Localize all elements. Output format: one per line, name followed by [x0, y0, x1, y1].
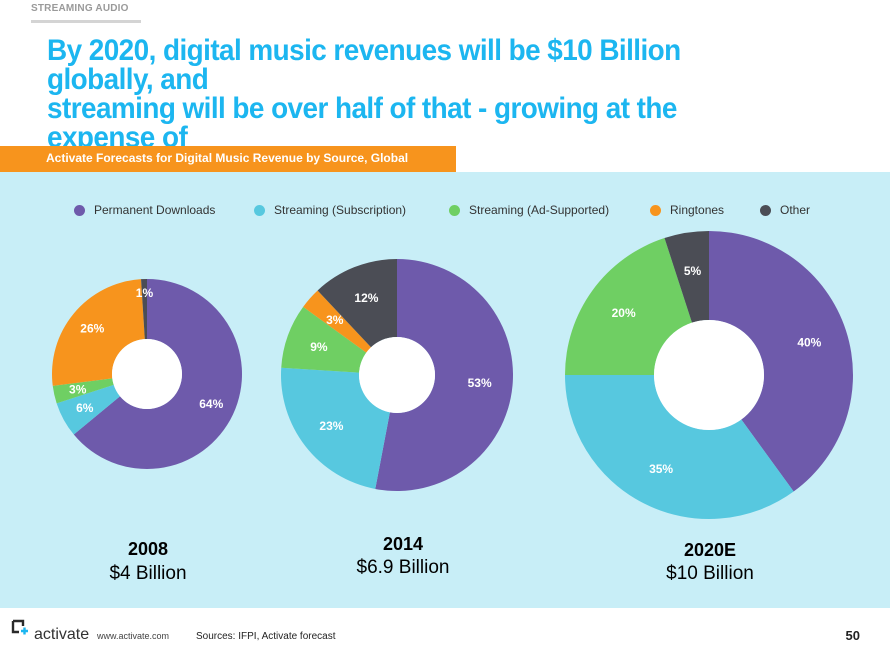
slice-label-2008-permanent-downloads: 64% — [199, 397, 223, 411]
legend-item-other: Other — [760, 201, 810, 219]
legend-item-ringtones: Ringtones — [650, 201, 724, 219]
year-label-2020e: 2020E — [683, 540, 737, 560]
legend-swatch — [449, 204, 460, 216]
logo-text: activate — [34, 626, 90, 643]
legend-item-streaming-subscription: Streaming (Subscription) — [254, 201, 406, 219]
footer-url[interactable]: www.activate.com — [97, 631, 170, 641]
total-label-2020e: $10 Billion — [666, 563, 754, 584]
legend-item-streaming-ad-supported: Streaming (Ad-Supported) — [449, 201, 609, 219]
slice-2008-ringtones — [52, 279, 145, 386]
chart-legend: Permanent Downloads Streaming (Subscript… — [0, 201, 890, 219]
slice-label-2008-streaming-ad-supported: 3% — [69, 382, 87, 396]
donut-hole-2008 — [112, 339, 182, 409]
total-label-2008: $4 Billion — [109, 563, 187, 584]
headline-line-1: By 2020, digital music revenues will be … — [47, 34, 681, 96]
slice-label-2020e-streaming-ad-supported: 20% — [612, 306, 636, 320]
donut-hole-2014 — [359, 337, 435, 413]
slice-2014-streaming-subscription — [281, 367, 390, 489]
slice-label-2014-streaming-ad-supported: 9% — [310, 340, 328, 354]
total-label-2014: $6.9 Billion — [356, 557, 450, 578]
slice-2008-streaming-ad-supported — [52, 378, 114, 404]
slice-2020e-permanent-downloads — [709, 231, 853, 492]
legend-swatch — [254, 204, 265, 216]
year-label-2014: 2014 — [382, 534, 424, 554]
legend-label: Other — [780, 203, 811, 217]
slice-label-2008-ringtones: 26% — [80, 322, 104, 336]
slice-label-2020e-permanent-downloads: 40% — [797, 335, 821, 349]
year-label-2008: 2008 — [127, 539, 169, 559]
slice-2020e-other — [664, 231, 709, 323]
slice-label-2014-other: 12% — [354, 291, 378, 305]
chart-title-bar: Activate Forecasts for Digital Music Rev… — [0, 146, 456, 172]
page-number: 50 — [845, 628, 860, 643]
activate-logo-icon — [11, 619, 28, 635]
slice-2008-streaming-subscription — [56, 384, 121, 435]
footer-sources: Sources: IFPI, Activate forecast — [196, 631, 336, 642]
slice-label-2020e-other: 5% — [684, 264, 702, 278]
slice-label-2014-permanent-downloads: 53% — [468, 376, 492, 390]
slice-label-2008-streaming-subscription: 6% — [76, 401, 94, 415]
legend-label: Ringtones — [670, 203, 725, 217]
slice-2008-permanent-downloads — [73, 279, 243, 469]
slice-2014-other — [317, 259, 397, 348]
slice-label-2008-other: 1% — [136, 286, 154, 300]
slice-2008-other — [141, 279, 147, 340]
slice-label-2014-streaming-subscription: 23% — [319, 419, 343, 433]
slice-2014-ringtones — [303, 290, 371, 353]
legend-label: Permanent Downloads — [94, 203, 216, 217]
slice-label-2014-ringtones: 3% — [326, 313, 344, 327]
slice-label-2020e-streaming-subscription: 35% — [649, 462, 673, 476]
slice-2020e-streaming-ad-supported — [565, 238, 693, 375]
legend-label: Streaming (Subscription) — [274, 203, 407, 217]
legend-item-permanent-downloads: Permanent Downloads — [74, 201, 215, 219]
section-label: STREAMING AUDIO — [31, 0, 141, 23]
legend-swatch — [74, 204, 85, 216]
legend-label: Streaming (Ad-Supported) — [469, 203, 610, 217]
slice-2014-streaming-ad-supported — [281, 306, 367, 373]
legend-swatch — [760, 204, 771, 216]
donut-hole-2020e — [654, 320, 764, 430]
slice-2020e-streaming-subscription — [565, 375, 794, 519]
slice-2014-permanent-downloads — [375, 259, 513, 491]
chart-title: Activate Forecasts for Digital Music Rev… — [46, 151, 409, 165]
legend-swatch — [650, 204, 661, 216]
